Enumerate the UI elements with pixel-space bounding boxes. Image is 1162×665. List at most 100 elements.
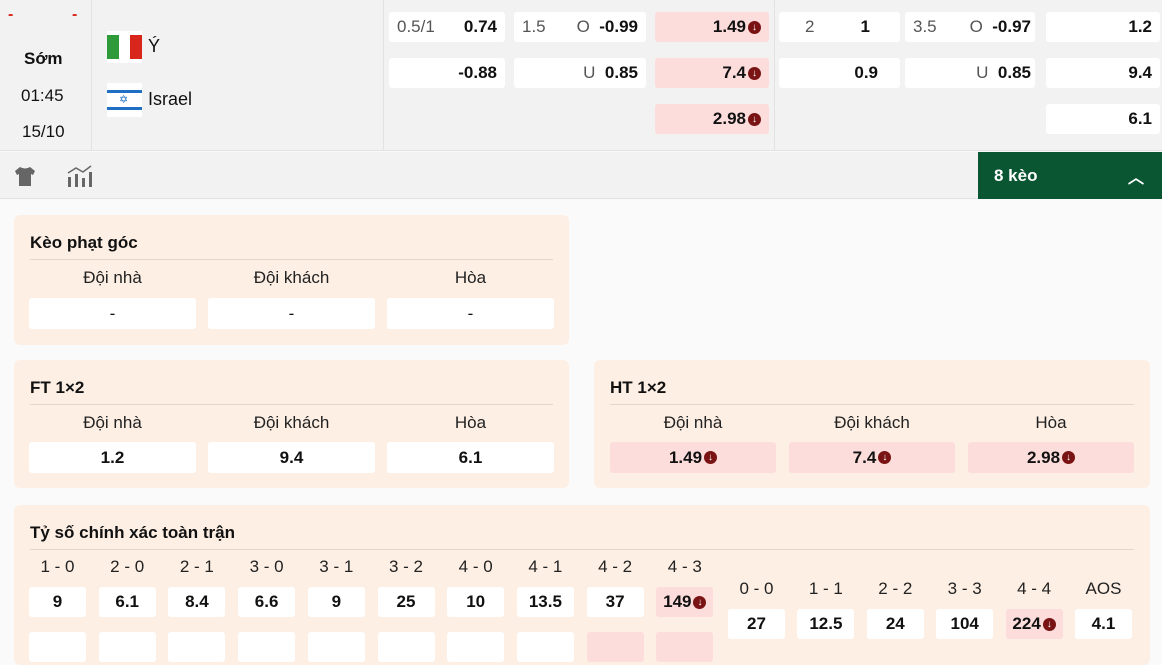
odd-value: 9 [52, 592, 63, 611]
score-odd-box[interactable]: 104 [936, 609, 994, 639]
over-label: O [969, 17, 983, 36]
score-odd-box[interactable] [98, 632, 156, 662]
odd-box[interactable]: - [29, 298, 196, 329]
odd-value: 2.98 [712, 109, 746, 128]
ft-1x2-home[interactable]: 1.2 [1046, 12, 1160, 42]
col-header: Đội nhà [663, 413, 723, 432]
ft-handicap-home[interactable]: 0.5/1 0.74 [389, 12, 505, 42]
arrow-down-icon: ↓ [748, 66, 761, 80]
odd-box[interactable]: 6.1 [387, 442, 554, 473]
odd-box[interactable]: 9.4 [208, 442, 375, 473]
card-title: FT 1×2 [30, 378, 85, 397]
score-odd-box[interactable]: 10 [447, 587, 505, 617]
ht-handicap-away[interactable]: 0.9 [779, 58, 900, 88]
odd-value: 9 [331, 592, 342, 611]
corner-odds-card: Kèo phạt góc Đội nhà Đội khách Hòa - - - [14, 215, 569, 345]
odd-value: 13.5 [528, 592, 562, 611]
odd-value: 8.4 [185, 592, 209, 611]
score-label: 2 - 1 [179, 557, 214, 576]
odd-value: 4.1 [1091, 614, 1116, 633]
ft-1x2-away[interactable]: 9.4 [1046, 58, 1160, 88]
score-label: 1 - 1 [808, 579, 843, 598]
match-row: - - Sớm 01:45 15/10 Ý ✡ Israel 0.5/1 0.74… [0, 0, 1162, 151]
odd-value: 224 [1012, 614, 1041, 633]
odd-box[interactable]: - [387, 298, 554, 329]
score-label: AOS [1085, 579, 1122, 598]
odd-value: 149 [663, 592, 692, 611]
handicap-line: 0.5/1 [397, 17, 435, 36]
ht-under[interactable]: U 0.85 [905, 58, 1035, 88]
ht-1x2-home[interactable]: 1.49 ↓ [655, 12, 769, 42]
stats-chart-icon[interactable] [66, 164, 94, 188]
odd-value: 24 [885, 614, 905, 633]
score-odd-box[interactable] [656, 632, 714, 662]
score-odd-box[interactable]: 149 ↓ [656, 587, 714, 617]
arrow-down-icon: ↓ [748, 112, 761, 126]
odd-box[interactable]: 2.98 ↓ [968, 442, 1134, 473]
score-odd-box[interactable]: 13.5 [516, 587, 574, 617]
under-label: U [583, 63, 596, 82]
odd-value: 12.5 [809, 614, 843, 633]
home-score: - [8, 6, 14, 23]
card-title: Tỷ số chính xác toàn trận [30, 523, 235, 542]
score-label: 1 - 0 [40, 557, 75, 576]
odd-value: 0.9 [854, 63, 878, 82]
odd-value: 0.74 [463, 17, 497, 36]
score-odd-box[interactable] [307, 632, 365, 662]
score-odd-box[interactable] [238, 632, 296, 662]
ft-over[interactable]: 1.5 O -0.99 [514, 12, 646, 42]
score-odd-box[interactable]: 4.1 [1075, 609, 1132, 639]
away-team[interactable]: Israel [148, 89, 193, 109]
ft-1x2-draw[interactable]: 6.1 [1046, 104, 1160, 134]
chevron-up-icon: ︿ [1127, 169, 1144, 187]
score-odd-box[interactable]: 25 [377, 587, 435, 617]
odd-value: 104 [950, 614, 979, 633]
score-odd-box[interactable]: 37 [586, 587, 644, 617]
score-label: 4 - 3 [667, 557, 702, 576]
odd-box[interactable]: - [208, 298, 375, 329]
more-odds-button[interactable]: 8 kèo ︿ [978, 152, 1162, 199]
score-odd-box[interactable]: 12.5 [797, 609, 855, 639]
ht-1x2-away[interactable]: 7.4 ↓ [655, 58, 769, 88]
col-header: Đội khách [834, 413, 910, 432]
odd-value: 7.4 [722, 63, 746, 82]
arrow-down-icon: ↓ [693, 595, 707, 609]
italy-flag-icon [107, 31, 143, 63]
odd-box[interactable]: 1.49 ↓ [610, 442, 776, 473]
score-odd-box[interactable] [447, 632, 505, 662]
odd-value: 9.4 [1128, 63, 1152, 82]
toolbar: 8 kèo ︿ [0, 152, 1162, 199]
ht-over[interactable]: 3.5 O -0.97 [905, 12, 1035, 42]
score-odd-box[interactable]: 224 ↓ [1005, 609, 1063, 639]
score-odd-box[interactable]: 6.1 [98, 587, 156, 617]
odd-box[interactable]: 7.4 ↓ [789, 442, 955, 473]
score-odd-box[interactable]: 6.6 [238, 587, 296, 617]
odd-value: 27 [747, 614, 766, 633]
over-label: O [576, 17, 590, 36]
score-odd-box[interactable] [377, 632, 435, 662]
odd-value: 0.85 [604, 63, 638, 82]
israel-flag-icon: ✡ [107, 83, 142, 117]
score-odd-box[interactable] [516, 632, 574, 662]
score-odd-box[interactable]: 8.4 [168, 587, 226, 617]
odd-box[interactable]: 1.2 [29, 442, 196, 473]
score-odd-box[interactable] [168, 632, 226, 662]
ft-under[interactable]: U 0.85 [514, 58, 646, 88]
home-team[interactable]: Ý [148, 36, 161, 56]
score-label: 2 - 0 [110, 557, 145, 576]
ht-1x2-draw[interactable]: 2.98 ↓ [655, 104, 769, 134]
odd-value: -0.97 [992, 17, 1031, 36]
card-title: HT 1×2 [610, 378, 667, 397]
score-odd-box[interactable]: 9 [29, 587, 86, 617]
ft-handicap-away[interactable]: -0.88 [389, 58, 505, 88]
shirt-icon[interactable] [14, 165, 36, 187]
odd-value: -0.88 [458, 63, 497, 82]
score-odd-box[interactable] [29, 632, 86, 662]
score-odd-box[interactable]: 27 [728, 609, 785, 639]
score-label: 2 - 2 [878, 579, 913, 598]
score-label: 3 - 3 [947, 579, 982, 598]
score-odd-box[interactable]: 9 [307, 587, 365, 617]
score-odd-box[interactable] [586, 632, 644, 662]
score-odd-box[interactable]: 24 [866, 609, 924, 639]
